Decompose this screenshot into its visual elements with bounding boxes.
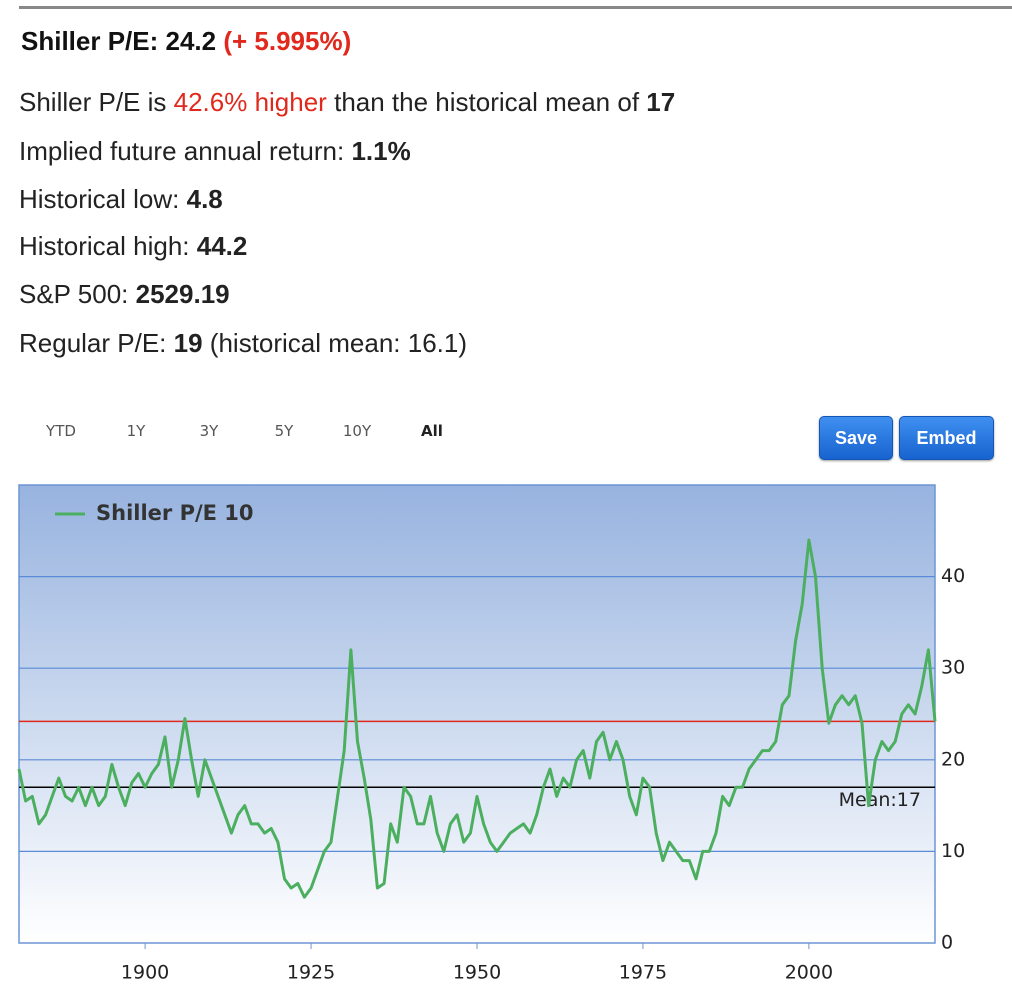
range-button[interactable]: 1Y: [126, 422, 146, 440]
range-selector: YTD 1Y 3Y 5Y 10Y All: [0, 422, 600, 446]
stat-line: Historical low: 4.8: [19, 184, 223, 215]
x-tick-label: 1925: [287, 962, 335, 984]
range-button[interactable]: All: [421, 422, 443, 440]
x-tick-label: 2000: [785, 962, 833, 984]
stat-line: S&P 500: 2529.19: [19, 279, 230, 310]
x-tick-label: 1900: [121, 962, 169, 984]
y-tick-label: 0: [941, 932, 953, 954]
x-tick-label: 1975: [619, 962, 667, 984]
summary-text: than the historical mean of: [334, 87, 640, 117]
save-button[interactable]: Save: [819, 416, 893, 460]
stat-note: (historical mean: 16.1): [209, 328, 468, 358]
y-tick-label: 10: [941, 840, 965, 862]
stat-label: Implied future annual return:: [19, 136, 345, 166]
title-change: (+ 5.995%): [223, 26, 352, 56]
title: Shiller P/E: 24.2 (+ 5.995%): [21, 26, 351, 57]
stat-label: S&P 500:: [19, 279, 129, 309]
stat-line: Historical high: 44.2: [19, 231, 247, 262]
stat-value: 1.1%: [351, 136, 411, 166]
stat-label: Historical high:: [19, 231, 190, 261]
plot-line-label: Mean:17: [839, 789, 921, 811]
range-button[interactable]: 5Y: [274, 422, 294, 440]
stat-label: Regular P/E:: [19, 328, 167, 358]
stat-value: 4.8: [186, 184, 223, 214]
x-tick-label: 1950: [453, 962, 501, 984]
stat-value: 44.2: [196, 231, 248, 261]
data-line: [17, 538, 937, 899]
stat-line: Regular P/E: 19 (historical mean: 16.1): [19, 328, 467, 359]
title-text: Shiller P/E: 24.2: [21, 26, 217, 56]
legend-label: Shiller P/E 10: [96, 501, 254, 525]
range-button[interactable]: 3Y: [199, 422, 219, 440]
range-button[interactable]: 10Y: [342, 422, 372, 440]
top-rule: [19, 6, 1012, 9]
stat-value: 2529.19: [135, 279, 230, 309]
y-tick-label: 40: [941, 565, 965, 587]
plot-area: [18, 484, 936, 944]
stat-label: Historical low:: [19, 184, 180, 214]
summary-text: Shiller P/E is: [19, 87, 167, 117]
summary-line: Shiller P/E is 42.6% higher than the his…: [19, 87, 675, 118]
summary-highlight: 42.6% higher: [173, 87, 327, 117]
embed-button[interactable]: Embed: [899, 416, 994, 460]
range-button[interactable]: YTD: [46, 422, 76, 440]
summary-value: 17: [646, 87, 676, 117]
y-tick-label: 30: [941, 657, 965, 679]
y-tick-label: 20: [941, 748, 965, 770]
stat-line: Implied future annual return: 1.1%: [19, 136, 411, 167]
stat-value: 19: [173, 328, 203, 358]
